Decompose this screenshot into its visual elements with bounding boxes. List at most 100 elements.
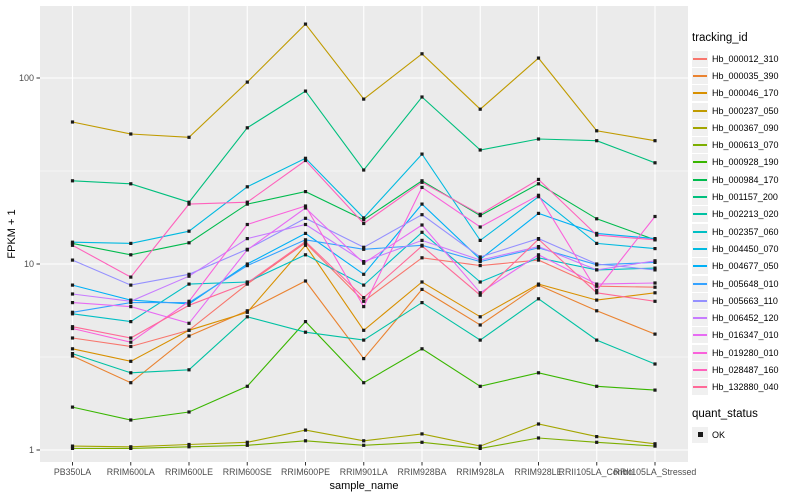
data-point [70,347,75,351]
data-point [70,352,75,356]
legend-item-label: Hb_005663_110 [712,295,778,306]
legend-item-label: Hb_016347_010 [712,330,779,341]
data-point [420,238,424,242]
data-point [478,446,482,450]
data-point [303,156,308,160]
data-point [595,139,599,143]
data-point [129,359,133,363]
data-point [595,384,599,388]
shape-legend-item: OK [692,426,798,443]
data-point [420,287,424,291]
data-point [362,216,366,220]
legend-item-Hb_006452_120: Hb_006452_120 [692,309,798,327]
data-point [187,303,191,307]
data-point [129,344,133,349]
legend-line-icon [693,351,707,354]
shape-legend: quant_status OK [692,406,798,443]
legend-item-label: Hb_028487_160 [712,364,779,375]
data-point [595,309,599,313]
legend-key-swatch [692,344,708,361]
legend-item-label: Hb_006452_120 [712,313,779,324]
data-point [653,281,657,285]
data-point [70,405,75,409]
data-point [362,357,366,361]
legend-line-icon [693,247,707,250]
data-point [245,185,249,189]
legend-item-label: Hb_019280_010 [712,347,779,358]
legend-item-Hb_002357_060: Hb_002357_060 [692,223,798,240]
data-point [420,185,424,189]
data-point [70,336,75,340]
legend-item-Hb_000035_390: Hb_000035_390 [692,67,798,84]
legend-item-Hb_001157_200: Hb_001157_200 [692,188,798,206]
y-tick-label: 10 [24,259,34,269]
data-point [595,268,599,272]
data-point [70,258,75,262]
legend-line-icon [693,178,707,181]
data-point [187,368,191,372]
data-point [70,292,75,296]
y-axis-title: FPKM + 1 [6,209,18,258]
legend-item-Hb_132880_040: Hb_132880_040 [692,379,798,396]
data-point [595,241,599,245]
data-point [362,439,366,443]
data-point [420,213,424,217]
data-point [187,200,191,204]
data-point [595,440,599,444]
shape-legend-item-label: OK [712,429,726,440]
data-point [362,245,366,249]
legend-item-Hb_000613_070: Hb_000613_070 [692,136,798,154]
data-point [245,281,249,285]
data-point [420,280,424,284]
legend-item-label: Hb_001157_200 [712,192,778,203]
data-point [478,255,482,259]
data-point [595,338,599,342]
data-point [187,272,191,276]
legend-key-swatch [692,310,708,327]
legend-key-swatch [692,426,708,443]
data-point [70,325,75,329]
data-point [303,89,308,93]
data-point [653,247,657,251]
data-point [362,97,366,101]
data-point [70,120,75,124]
data-point [536,211,541,215]
legend-key-swatch [692,379,708,396]
data-point [653,266,657,270]
data-point [478,315,482,319]
data-point [478,212,482,216]
data-point [129,182,133,186]
data-point [187,328,191,332]
data-point [536,137,541,141]
data-point [245,443,249,447]
data-point [187,334,191,338]
legend-line-icon [693,299,707,302]
color-legend-title: tracking_id [692,32,748,44]
data-point [129,275,133,279]
data-point [245,80,249,84]
data-point [478,323,482,327]
data-point [303,279,308,283]
data-point [362,328,366,332]
data-point [478,291,482,295]
legend-key-swatch [692,154,708,171]
legend-key-swatch [692,171,708,188]
data-point [595,262,599,266]
data-point [303,231,308,235]
legend-item-Hb_000237_050: Hb_000237_050 [692,102,798,119]
legend-key-swatch [692,102,708,119]
x-tick-label: RRIM600LA [107,467,155,477]
data-point [303,428,308,432]
legend-key-swatch [692,292,708,309]
data-point [420,152,424,156]
data-point [478,148,482,152]
legend-key-swatch [692,361,708,378]
data-point [245,237,249,241]
data-point [303,320,308,324]
data-point [362,247,366,251]
legend-line-icon [693,265,707,268]
data-point [129,381,133,385]
data-point [478,258,482,262]
legend-line-icon [693,386,707,389]
square-point-icon [697,432,703,438]
